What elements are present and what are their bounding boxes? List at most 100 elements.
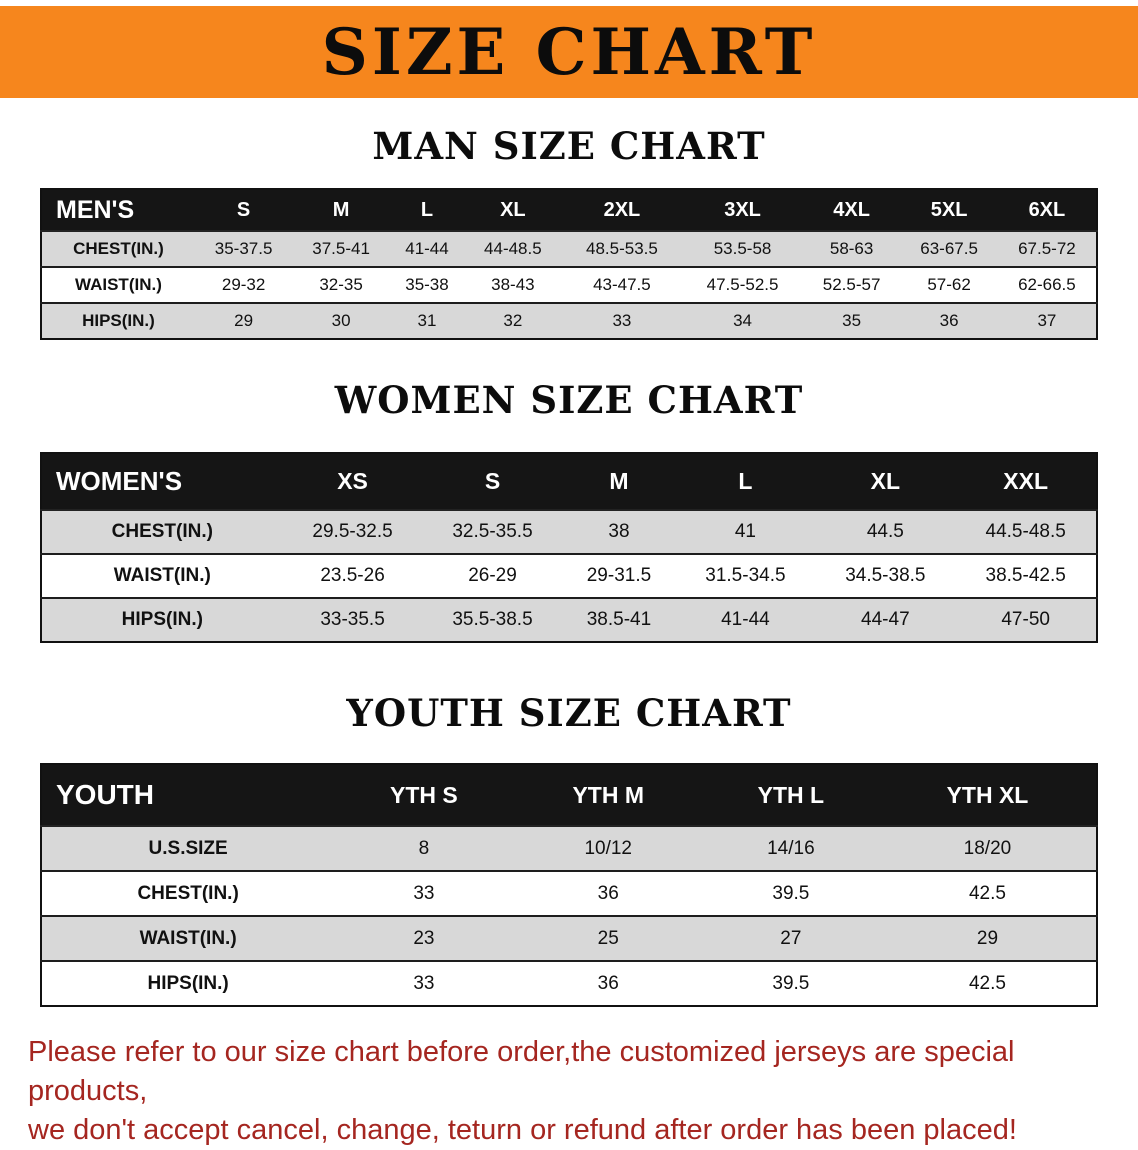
size-header-cell: L bbox=[675, 453, 816, 511]
size-header-cell: 4XL bbox=[802, 189, 901, 232]
value-cell: 10/12 bbox=[513, 825, 703, 871]
value-cell: 53.5-58 bbox=[682, 230, 803, 267]
value-cell: 33 bbox=[334, 960, 514, 1006]
value-cell: 14/16 bbox=[702, 825, 879, 871]
table-title-cell: YOUTH bbox=[41, 764, 335, 827]
size-header-cell: YTH L bbox=[702, 764, 879, 827]
women-size-section: WOMEN SIZE CHART WOMEN'S XS S M L XL XXL CHEST(… bbox=[0, 378, 1138, 643]
value-cell: 35-37.5 bbox=[194, 230, 293, 267]
value-cell: 36 bbox=[900, 302, 998, 339]
women-size-table: WOMEN'S XS S M L XL XXL CHEST(IN.) 29.5-32.5 32.5… bbox=[40, 452, 1098, 643]
men-size-section: MAN SIZE CHART MEN'S S M L XL 2XL 3XL 4XL 5XL 6XL… bbox=[0, 124, 1138, 340]
row-label-cell: HIPS(IN.) bbox=[41, 960, 335, 1006]
value-cell: 41-44 bbox=[389, 230, 465, 267]
value-cell: 34.5-38.5 bbox=[815, 553, 956, 598]
value-cell: 35 bbox=[802, 302, 901, 339]
row-label-cell: U.S.SIZE bbox=[41, 825, 335, 871]
value-cell: 30 bbox=[292, 302, 390, 339]
table-row: HIPS(IN.) 29 30 31 32 33 34 35 36 37 bbox=[41, 302, 1097, 339]
value-cell: 23 bbox=[334, 915, 514, 961]
value-cell: 32-35 bbox=[292, 266, 390, 303]
men-size-table: MEN'S S M L XL 2XL 3XL 4XL 5XL 6XL CHEST(IN.) 35-37… bbox=[40, 188, 1098, 340]
value-cell: 41 bbox=[675, 509, 816, 554]
value-cell: 67.5-72 bbox=[997, 230, 1097, 267]
footer-disclaimer-line2: we don't accept cancel, change, teturn o… bbox=[28, 1114, 1017, 1147]
value-cell: 33 bbox=[561, 302, 683, 339]
value-cell: 58-63 bbox=[802, 230, 901, 267]
row-label-cell: CHEST(IN.) bbox=[41, 509, 283, 554]
value-cell: 32.5-35.5 bbox=[422, 509, 563, 554]
value-cell: 36 bbox=[513, 870, 703, 916]
row-label-cell: HIPS(IN.) bbox=[41, 597, 283, 642]
value-cell: 37.5-41 bbox=[292, 230, 390, 267]
size-header-cell: XXL bbox=[955, 453, 1097, 511]
value-cell: 39.5 bbox=[702, 960, 879, 1006]
size-header-cell: M bbox=[562, 453, 676, 511]
size-header-cell: XL bbox=[464, 189, 562, 232]
youth-section-heading: YOUTH SIZE CHART bbox=[346, 691, 792, 735]
value-cell: 44.5 bbox=[815, 509, 956, 554]
table-header-row: MEN'S S M L XL 2XL 3XL 4XL 5XL 6XL bbox=[41, 189, 1097, 232]
size-header-cell: 2XL bbox=[561, 189, 683, 232]
value-cell: 47-50 bbox=[955, 597, 1097, 642]
table-title-cell: WOMEN'S bbox=[41, 453, 283, 511]
size-header-cell: YTH S bbox=[334, 764, 514, 827]
value-cell: 35-38 bbox=[389, 266, 465, 303]
table-row: HIPS(IN.) 33 36 39.5 42.5 bbox=[41, 960, 1097, 1006]
value-cell: 44.5-48.5 bbox=[955, 509, 1097, 554]
size-header-cell: S bbox=[422, 453, 563, 511]
value-cell: 52.5-57 bbox=[802, 266, 901, 303]
value-cell: 29 bbox=[878, 915, 1097, 961]
value-cell: 33-35.5 bbox=[282, 597, 423, 642]
table-header-row: WOMEN'S XS S M L XL XXL bbox=[41, 453, 1097, 511]
value-cell: 38.5-42.5 bbox=[955, 553, 1097, 598]
size-header-cell: XL bbox=[815, 453, 956, 511]
value-cell: 29 bbox=[194, 302, 293, 339]
value-cell: 47.5-52.5 bbox=[682, 266, 803, 303]
value-cell: 27 bbox=[702, 915, 879, 961]
value-cell: 38.5-41 bbox=[562, 597, 676, 642]
youth-size-table: YOUTH YTH S YTH M YTH L YTH XL U.S.SIZE 8 10/12… bbox=[40, 763, 1098, 1007]
row-label-cell: CHEST(IN.) bbox=[41, 870, 335, 916]
table-row: WAIST(IN.) 23.5-26 26-29 29-31.5 31.5-34.5 34… bbox=[41, 553, 1097, 598]
value-cell: 39.5 bbox=[702, 870, 879, 916]
women-section-heading: WOMEN SIZE CHART bbox=[334, 378, 804, 422]
value-cell: 38 bbox=[562, 509, 676, 554]
table-header-row: YOUTH YTH S YTH M YTH L YTH XL bbox=[41, 764, 1097, 827]
value-cell: 8 bbox=[334, 825, 514, 871]
table-row: WAIST(IN.) 29-32 32-35 35-38 38-43 43-47.5 47.… bbox=[41, 266, 1097, 303]
value-cell: 31.5-34.5 bbox=[675, 553, 816, 598]
value-cell: 29.5-32.5 bbox=[282, 509, 423, 554]
value-cell: 44-47 bbox=[815, 597, 956, 642]
value-cell: 42.5 bbox=[878, 870, 1097, 916]
table-row: WAIST(IN.) 23 25 27 29 bbox=[41, 915, 1097, 961]
table-title-cell: MEN'S bbox=[41, 189, 195, 232]
table-row: U.S.SIZE 8 10/12 14/16 18/20 bbox=[41, 825, 1097, 871]
table-row: CHEST(IN.) 33 36 39.5 42.5 bbox=[41, 870, 1097, 916]
size-chart-page: SIZE CHART MAN SIZE CHART MEN'S S M L XL 2XL 3… bbox=[0, 6, 1138, 1150]
size-header-cell: L bbox=[389, 189, 465, 232]
value-cell: 29-31.5 bbox=[562, 553, 676, 598]
men-section-heading: MAN SIZE CHART bbox=[372, 124, 766, 168]
value-cell: 42.5 bbox=[878, 960, 1097, 1006]
row-label-cell: HIPS(IN.) bbox=[41, 302, 195, 339]
value-cell: 57-62 bbox=[900, 266, 998, 303]
youth-size-section: YOUTH SIZE CHART YOUTH YTH S YTH M YTH L YTH… bbox=[0, 691, 1138, 1007]
value-cell: 26-29 bbox=[422, 553, 563, 598]
value-cell: 37 bbox=[997, 302, 1097, 339]
value-cell: 36 bbox=[513, 960, 703, 1006]
value-cell: 44-48.5 bbox=[464, 230, 562, 267]
value-cell: 38-43 bbox=[464, 266, 562, 303]
value-cell: 63-67.5 bbox=[900, 230, 998, 267]
table-row: CHEST(IN.) 35-37.5 37.5-41 41-44 44-48.5 48.5… bbox=[41, 230, 1097, 267]
value-cell: 25 bbox=[513, 915, 703, 961]
row-label-cell: WAIST(IN.) bbox=[41, 915, 335, 961]
size-header-cell: YTH XL bbox=[878, 764, 1097, 827]
value-cell: 33 bbox=[334, 870, 514, 916]
value-cell: 35.5-38.5 bbox=[422, 597, 563, 642]
row-label-cell: WAIST(IN.) bbox=[41, 266, 195, 303]
value-cell: 23.5-26 bbox=[282, 553, 423, 598]
value-cell: 43-47.5 bbox=[561, 266, 683, 303]
row-label-cell: WAIST(IN.) bbox=[41, 553, 283, 598]
banner: SIZE CHART bbox=[0, 6, 1138, 98]
